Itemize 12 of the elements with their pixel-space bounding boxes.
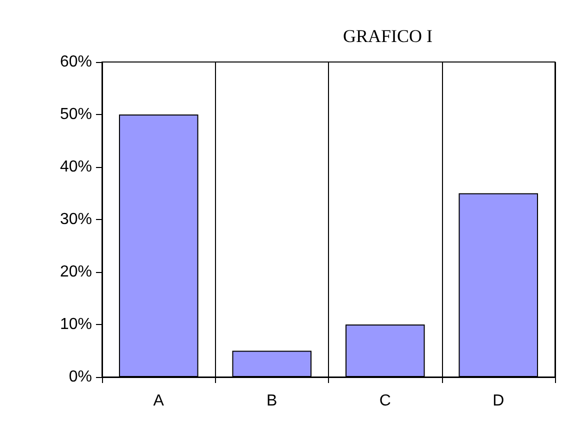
chart-title: GRAFICO I	[343, 26, 433, 46]
y-tick-label: 10%	[60, 316, 92, 333]
y-tick-label: 30%	[60, 211, 92, 228]
y-tick-label: 0%	[68, 368, 92, 386]
y-tick-label: 50%	[60, 106, 92, 123]
x-tick-label: D	[492, 392, 504, 410]
x-tick-label: A	[153, 392, 164, 410]
y-tick-label: 40%	[60, 158, 92, 176]
y-tick-label: 60%	[60, 54, 92, 70]
x-tick-label: C	[379, 392, 391, 410]
y-tick-label: 20%	[60, 264, 92, 280]
x-tick-label: B	[266, 392, 278, 410]
